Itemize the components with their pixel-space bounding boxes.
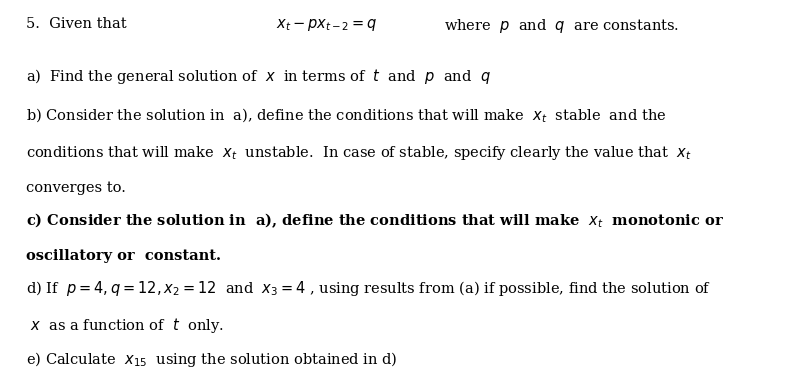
Text: b) Consider the solution in  a), define the conditions that will make  $x_t$  st: b) Consider the solution in a), define t… — [26, 107, 666, 125]
Text: $x_t - px_{t-2} = q$: $x_t - px_{t-2} = q$ — [276, 17, 378, 33]
Text: converges to.: converges to. — [26, 181, 126, 195]
Text: 5.  Given that: 5. Given that — [26, 17, 127, 31]
Text: conditions that will make  $x_t$  unstable.  In case of stable, specify clearly : conditions that will make $x_t$ unstable… — [26, 144, 692, 162]
Text: d) If  $p = 4, q = 12, x_2 = 12$  and  $x_3 = 4$ , using results from (a) if pos: d) If $p = 4, q = 12, x_2 = 12$ and $x_3… — [26, 279, 711, 298]
Text: c) Consider the solution in  a), define the conditions that will make  $x_t$  mo: c) Consider the solution in a), define t… — [26, 211, 724, 230]
Text: $x$  as a function of  $t$  only.: $x$ as a function of $t$ only. — [26, 316, 224, 335]
Text: where  $p$  and  $q$  are constants.: where $p$ and $q$ are constants. — [444, 17, 679, 35]
Text: a)  Find the general solution of  $x$  in terms of  $t$  and  $p$  and  $q$: a) Find the general solution of $x$ in t… — [26, 67, 491, 86]
Text: e) Calculate  $x_{15}$  using the solution obtained in d): e) Calculate $x_{15}$ using the solution… — [26, 350, 398, 369]
Text: oscillatory or  constant.: oscillatory or constant. — [26, 249, 222, 263]
